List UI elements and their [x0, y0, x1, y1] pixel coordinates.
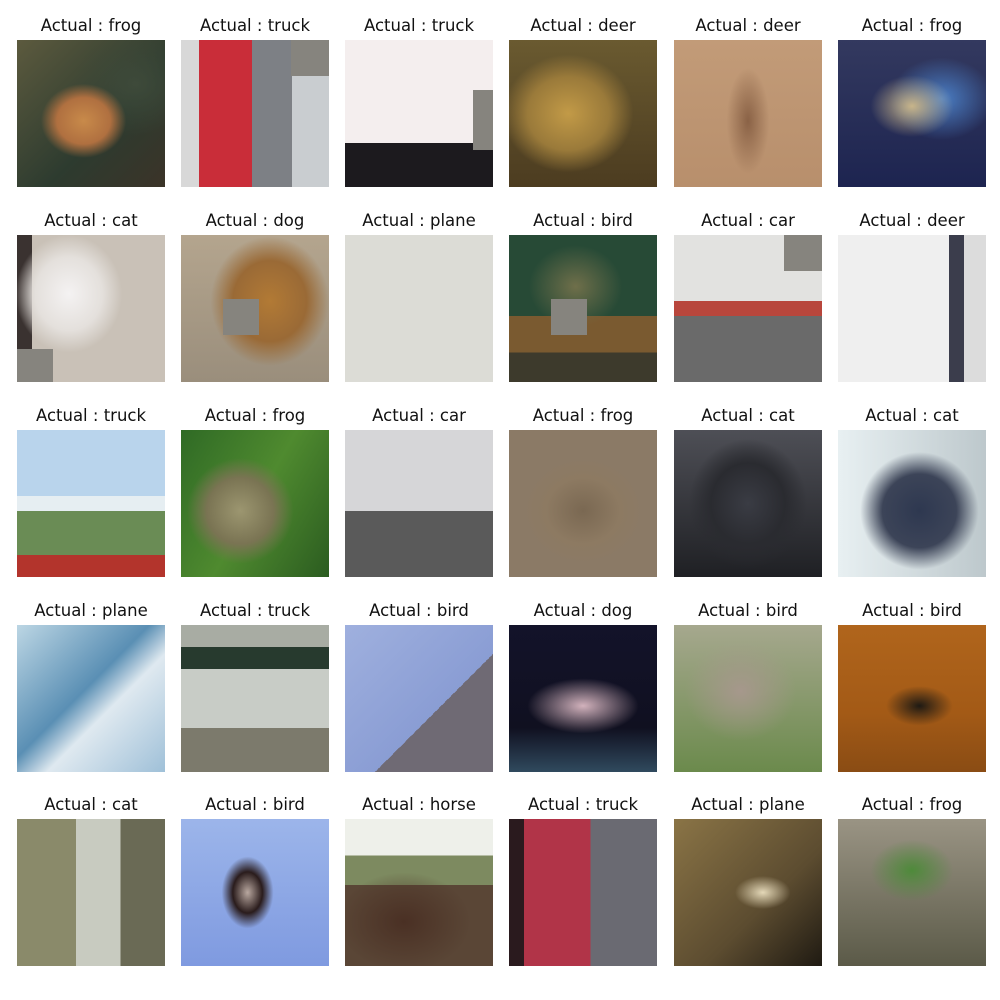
image-title: Actual : deer: [695, 16, 801, 35]
bird-thumbnail: [674, 625, 822, 772]
image-title: Actual : bird: [862, 601, 962, 620]
image-cell: Actual : cat: [17, 210, 165, 382]
image-cell: Actual : truck: [17, 405, 165, 577]
image-cell: Actual : bird: [509, 210, 657, 382]
frog-thumbnail: [838, 40, 986, 187]
cat-thumbnail: [17, 819, 165, 966]
truck-thumbnail: [17, 430, 165, 577]
image-title: Actual : bird: [369, 601, 469, 620]
image-title: Actual : cat: [44, 795, 138, 814]
image-title: Actual : deer: [530, 16, 636, 35]
image-cell: Actual : plane: [345, 210, 493, 382]
image-cell: Actual : frog: [181, 405, 329, 577]
image-title: Actual : frog: [861, 16, 963, 35]
plane-thumbnail: [674, 819, 822, 966]
image-title: Actual : truck: [35, 406, 147, 425]
bird-thumbnail: [345, 625, 493, 772]
image-cell: Actual : frog: [838, 15, 986, 187]
plane-thumbnail: [345, 235, 493, 382]
image-cell: Actual : dog: [181, 210, 329, 382]
image-title: Actual : frog: [40, 16, 142, 35]
image-cell: Actual : bird: [345, 600, 493, 772]
image-title: Actual : dog: [205, 211, 305, 230]
frog-thumbnail: [509, 430, 657, 577]
image-title: Actual : plane: [691, 795, 805, 814]
bird-thumbnail: [509, 235, 657, 382]
image-cell: Actual : car: [674, 210, 822, 382]
bird-thumbnail: [181, 819, 329, 966]
plane-thumbnail: [17, 625, 165, 772]
image-cell: Actual : cat: [17, 794, 165, 966]
image-title: Actual : bird: [533, 211, 633, 230]
cat-thumbnail: [674, 430, 822, 577]
frog-thumbnail: [181, 430, 329, 577]
image-title: Actual : truck: [363, 16, 475, 35]
image-cell: Actual : truck: [181, 600, 329, 772]
image-cell: Actual : bird: [838, 600, 986, 772]
image-cell: Actual : dog: [509, 600, 657, 772]
image-cell: Actual : plane: [674, 794, 822, 966]
truck-thumbnail: [509, 819, 657, 966]
image-title: Actual : dog: [533, 601, 633, 620]
car-thumbnail: [345, 430, 493, 577]
deer-thumbnail: [838, 235, 986, 382]
image-cell: Actual : horse: [345, 794, 493, 966]
frog-thumbnail: [17, 40, 165, 187]
cat-thumbnail: [838, 430, 986, 577]
horse-thumbnail: [345, 819, 493, 966]
image-cell: Actual : cat: [674, 405, 822, 577]
image-cell: Actual : truck: [345, 15, 493, 187]
occlusion-patch: [223, 299, 259, 335]
car-thumbnail: [674, 235, 822, 382]
image-title: Actual : frog: [861, 795, 963, 814]
image-title: Actual : truck: [199, 16, 311, 35]
image-title: Actual : cat: [701, 406, 795, 425]
image-title: Actual : truck: [199, 601, 311, 620]
cat-thumbnail: [17, 235, 165, 382]
image-cell: Actual : deer: [674, 15, 822, 187]
image-title: Actual : frog: [204, 406, 306, 425]
image-title: Actual : truck: [527, 795, 639, 814]
image-cell: Actual : truck: [509, 794, 657, 966]
truck-thumbnail: [181, 625, 329, 772]
image-cell: Actual : frog: [17, 15, 165, 187]
occlusion-patch: [784, 235, 822, 271]
image-cell: Actual : truck: [181, 15, 329, 187]
occlusion-patch: [17, 349, 53, 382]
image-cell: Actual : bird: [181, 794, 329, 966]
image-cell: Actual : deer: [838, 210, 986, 382]
image-title: Actual : cat: [44, 211, 138, 230]
image-title: Actual : plane: [34, 601, 148, 620]
image-cell: Actual : bird: [674, 600, 822, 772]
image-title: Actual : plane: [362, 211, 476, 230]
image-cell: Actual : plane: [17, 600, 165, 772]
bird-thumbnail: [838, 625, 986, 772]
image-cell: Actual : frog: [509, 405, 657, 577]
image-title: Actual : car: [701, 211, 795, 230]
deer-thumbnail: [674, 40, 822, 187]
image-title: Actual : horse: [362, 795, 476, 814]
image-title: Actual : car: [372, 406, 466, 425]
image-title: Actual : cat: [865, 406, 959, 425]
occlusion-patch: [551, 299, 587, 335]
occlusion-patch: [473, 90, 493, 150]
frog-thumbnail: [838, 819, 986, 966]
dog-thumbnail: [509, 625, 657, 772]
image-title: Actual : deer: [859, 211, 965, 230]
image-title: Actual : bird: [205, 795, 305, 814]
image-title: Actual : bird: [698, 601, 798, 620]
truck-thumbnail: [345, 40, 493, 187]
truck-thumbnail: [181, 40, 329, 187]
deer-thumbnail: [509, 40, 657, 187]
occlusion-patch: [291, 40, 329, 76]
image-cell: Actual : deer: [509, 15, 657, 187]
image-cell: Actual : cat: [838, 405, 986, 577]
image-cell: Actual : frog: [838, 794, 986, 966]
image-title: Actual : frog: [532, 406, 634, 425]
image-cell: Actual : car: [345, 405, 493, 577]
dog-thumbnail: [181, 235, 329, 382]
